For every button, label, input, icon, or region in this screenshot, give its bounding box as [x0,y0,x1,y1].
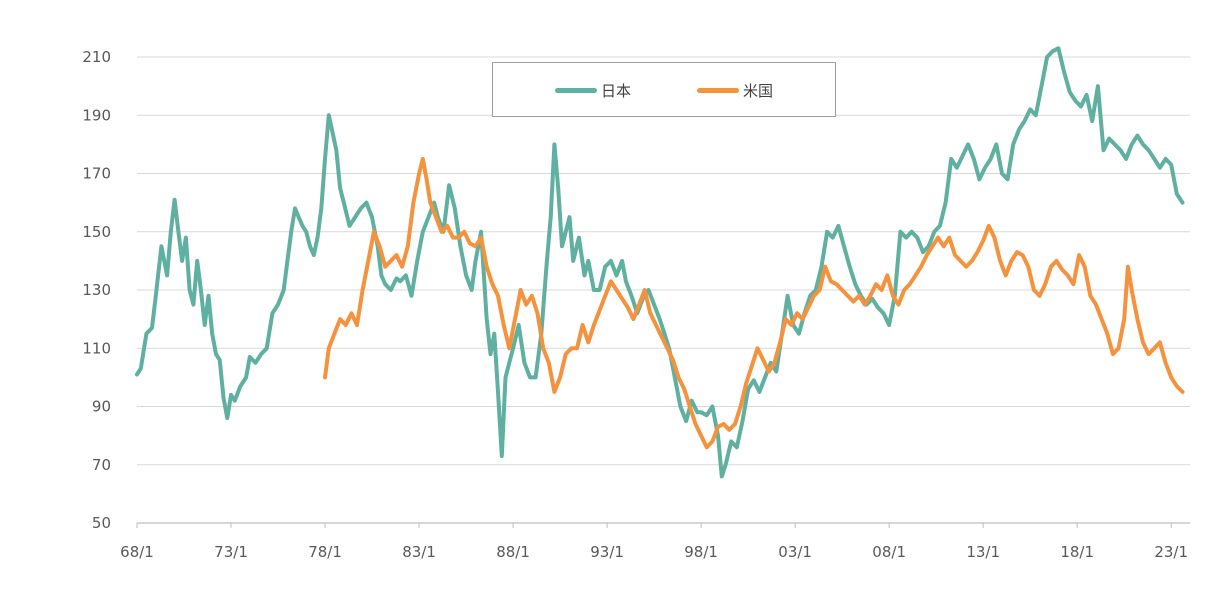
y-tick-label: 210 [82,48,111,66]
y-tick-label: 70 [92,456,111,474]
x-tick-label: 98/1 [684,543,718,561]
x-axis: 68/1 73/1 78/1 83/1 88/1 93/1 98/1 03/1 08/1 13/1… [120,523,1188,561]
legend-label-us: 米国 [743,82,774,100]
y-tick-label: 50 [92,514,111,532]
series-line-us [323,156,1185,450]
x-tick-label: 83/1 [402,543,436,561]
legend: 日本 米国 [492,62,836,117]
x-tick-label: 73/1 [214,543,248,561]
y-tick-label: 170 [82,165,111,183]
legend-item-us: 米国 [697,80,773,101]
legend-swatch-us [697,88,739,93]
x-tick-label: 68/1 [120,543,154,561]
legend-label-japan: 日本 [601,82,632,100]
y-tick-label: 110 [82,339,111,357]
x-tick-label: 78/1 [308,543,342,561]
x-tick-label: 03/1 [778,543,812,561]
legend-item-japan: 日本 [555,80,631,101]
x-tick-label: 93/1 [590,543,624,561]
legend-swatch-japan [555,88,597,93]
y-tick-label: 190 [82,106,111,124]
y-axis: 50 70 90 110 130 150 170 190 210 [82,48,111,532]
series-line-japan [135,46,1185,479]
x-tick-label: 13/1 [966,543,1000,561]
x-tick-label: 18/1 [1060,543,1094,561]
y-tick-label: 90 [92,398,111,416]
gridlines [137,56,1190,524]
x-tick-label: 88/1 [496,543,530,561]
x-tick-label: 08/1 [872,543,906,561]
y-tick-label: 130 [82,281,111,299]
x-tick-label: 23/1 [1154,543,1188,561]
series-lines [135,46,1185,479]
y-tick-label: 150 [82,223,111,241]
